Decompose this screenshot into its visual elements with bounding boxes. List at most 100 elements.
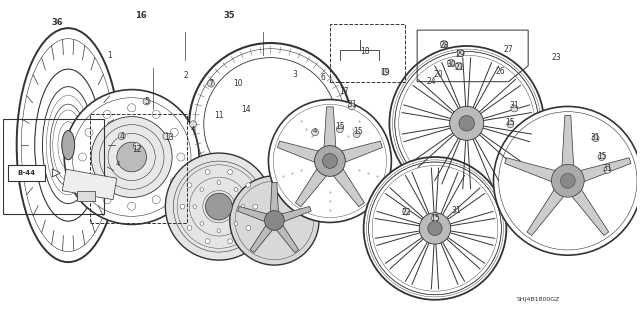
Polygon shape: [563, 177, 609, 235]
Bar: [77, 191, 95, 201]
Circle shape: [419, 213, 451, 244]
Ellipse shape: [228, 239, 232, 244]
Text: 4: 4: [119, 132, 124, 141]
Ellipse shape: [200, 188, 204, 191]
Ellipse shape: [187, 183, 192, 188]
Circle shape: [459, 115, 474, 131]
Text: 15: 15: [596, 152, 606, 160]
Circle shape: [64, 90, 199, 225]
Ellipse shape: [205, 239, 210, 244]
Circle shape: [92, 116, 172, 197]
Polygon shape: [277, 141, 332, 167]
Ellipse shape: [133, 143, 140, 150]
Ellipse shape: [85, 178, 93, 186]
Text: 3: 3: [292, 70, 298, 79]
Text: 4: 4: [191, 126, 195, 132]
Circle shape: [165, 153, 273, 260]
Ellipse shape: [152, 196, 160, 204]
Ellipse shape: [403, 208, 410, 215]
Text: 31: 31: [603, 164, 612, 174]
Circle shape: [230, 176, 319, 265]
Text: 4: 4: [313, 128, 317, 134]
Text: 15: 15: [506, 118, 515, 127]
Text: 31: 31: [591, 133, 600, 142]
Text: 17: 17: [339, 87, 349, 96]
Text: 22: 22: [401, 208, 411, 217]
Ellipse shape: [592, 135, 599, 142]
Polygon shape: [323, 107, 337, 161]
Ellipse shape: [217, 229, 221, 233]
Bar: [62, 169, 117, 200]
Text: 15: 15: [430, 214, 440, 223]
Ellipse shape: [163, 133, 170, 140]
Text: 19: 19: [381, 68, 390, 77]
Text: 35: 35: [223, 11, 235, 20]
Ellipse shape: [177, 153, 185, 161]
Polygon shape: [52, 169, 60, 177]
Text: 21: 21: [454, 63, 463, 72]
Circle shape: [552, 165, 584, 197]
Text: 27: 27: [504, 46, 513, 55]
Bar: [90, 115, 187, 223]
Ellipse shape: [42, 87, 94, 204]
Text: 11: 11: [214, 111, 223, 120]
Ellipse shape: [348, 103, 355, 110]
Text: 12: 12: [132, 145, 141, 153]
Text: 7: 7: [209, 79, 213, 88]
Ellipse shape: [35, 69, 102, 221]
Text: 18: 18: [360, 48, 369, 56]
Ellipse shape: [447, 59, 454, 66]
Circle shape: [268, 100, 392, 222]
Ellipse shape: [170, 178, 179, 186]
Circle shape: [189, 43, 352, 205]
Text: 13: 13: [164, 133, 174, 142]
Text: 31: 31: [451, 206, 461, 215]
Text: 31: 31: [509, 101, 519, 110]
Text: 30: 30: [446, 60, 456, 69]
Text: 29: 29: [456, 50, 465, 59]
Ellipse shape: [455, 62, 462, 69]
Ellipse shape: [382, 68, 389, 75]
Ellipse shape: [511, 105, 518, 112]
Polygon shape: [237, 206, 276, 225]
Polygon shape: [561, 115, 575, 181]
Ellipse shape: [127, 104, 136, 112]
Bar: [3, 119, 104, 213]
Ellipse shape: [79, 153, 86, 161]
Circle shape: [389, 46, 544, 201]
Polygon shape: [328, 141, 382, 167]
Ellipse shape: [127, 202, 136, 210]
Circle shape: [117, 142, 147, 172]
Circle shape: [314, 145, 345, 176]
Polygon shape: [324, 157, 364, 207]
Bar: [8, 165, 45, 181]
Ellipse shape: [337, 126, 343, 133]
Circle shape: [561, 174, 575, 188]
Circle shape: [493, 107, 640, 255]
Ellipse shape: [217, 181, 221, 184]
Ellipse shape: [241, 205, 245, 208]
Ellipse shape: [118, 133, 125, 140]
Ellipse shape: [170, 128, 179, 137]
Text: 31: 31: [347, 100, 356, 109]
Text: 2: 2: [184, 71, 189, 80]
Circle shape: [205, 193, 232, 220]
Text: B-44: B-44: [17, 170, 36, 176]
Ellipse shape: [193, 205, 196, 208]
Polygon shape: [296, 157, 335, 207]
Circle shape: [364, 157, 506, 300]
Ellipse shape: [205, 170, 210, 174]
Ellipse shape: [234, 222, 238, 226]
Polygon shape: [505, 158, 570, 187]
Ellipse shape: [440, 41, 447, 48]
Ellipse shape: [62, 130, 75, 160]
Ellipse shape: [353, 131, 360, 138]
Circle shape: [450, 106, 484, 140]
Text: 15: 15: [353, 127, 362, 136]
Ellipse shape: [187, 226, 192, 230]
Ellipse shape: [200, 222, 204, 226]
Text: 1: 1: [108, 51, 112, 60]
Text: 26: 26: [495, 67, 505, 76]
Ellipse shape: [180, 204, 185, 209]
Ellipse shape: [246, 183, 251, 188]
